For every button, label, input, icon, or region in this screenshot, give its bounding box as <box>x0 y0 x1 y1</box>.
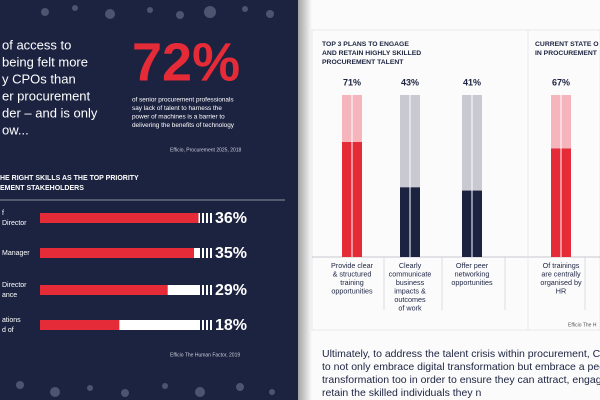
bar-value: 35% <box>215 245 247 262</box>
column-desc: training <box>340 278 364 287</box>
paragraph: transformation too in order to ensure th… <box>322 374 600 386</box>
stripes <box>200 248 212 258</box>
chart-title: IN PROCUREMENT <box>535 50 598 57</box>
column-value: 43% <box>401 77 419 87</box>
row-label: Manager <box>2 250 30 257</box>
column-desc: are centrally <box>541 269 581 278</box>
stat-text: delivering the benefits of technology <box>132 122 235 129</box>
column-desc: communicate <box>389 269 432 278</box>
track <box>119 320 212 330</box>
row-label: f <box>2 210 4 217</box>
bar-value: 29% <box>215 282 247 299</box>
column-gap <box>409 95 411 257</box>
intro-text: of access to <box>2 37 71 52</box>
paragraph: retain the skilled individuals they n <box>322 387 482 399</box>
bar <box>40 320 120 330</box>
section-title: EMENT STAKEHOLDERS <box>0 185 84 192</box>
gutter-shadow <box>298 0 312 400</box>
source: Efficio The Human Factor, 2019 <box>170 352 240 358</box>
column-desc: business <box>396 278 425 287</box>
row-label: Director <box>2 282 27 289</box>
stat-text: say lack of talent to harness the <box>132 105 222 112</box>
column-desc: Provide clear <box>331 261 374 270</box>
bar <box>40 285 168 295</box>
chart-panel <box>311 29 600 331</box>
column-value: 67% <box>552 77 570 87</box>
column-desc: impacts & <box>394 286 426 295</box>
row-label: d of <box>2 327 14 334</box>
stripes <box>200 320 212 330</box>
column-desc: & structured <box>333 269 372 278</box>
column-gap <box>351 95 353 257</box>
column-gap <box>560 95 562 257</box>
source: Efficio, Procurement 2025, 2018 <box>170 147 242 153</box>
intro-text: being felt more <box>2 54 88 69</box>
column-desc: organised by <box>540 278 582 287</box>
stripes <box>200 213 212 223</box>
column-desc: networking <box>455 269 490 278</box>
stat-text: of senior procurement professionals <box>132 97 234 104</box>
bar <box>40 248 194 258</box>
intro-text: er procurement <box>2 88 91 103</box>
bar-value: 36% <box>215 210 247 227</box>
column-desc: Clearly <box>399 261 422 270</box>
column-desc: outcomes <box>394 295 426 304</box>
chart-title: PROCUREMENT TALENT <box>322 59 404 66</box>
intro-text: der – and is only <box>2 105 98 120</box>
bar <box>40 213 199 223</box>
chart-title: TOP 3 PLANS TO ENGAGE <box>322 41 409 48</box>
column-desc: opportunities <box>451 278 493 287</box>
section-title: HE RIGHT SKILLS AS THE TOP PRIORITY <box>0 175 139 182</box>
intro-text: y CPOs than <box>2 71 76 86</box>
column-desc: opportunities <box>331 286 373 295</box>
row-label: ance <box>2 292 17 299</box>
chart-title: CURRENT STATE O <box>535 41 599 48</box>
bar-value: 18% <box>215 317 247 334</box>
paragraph: to not only embrace digital transformati… <box>322 361 600 373</box>
column-value: 71% <box>343 77 361 87</box>
intro-text: ow... <box>2 122 29 137</box>
stat-text: power of machines is a barrier to <box>132 114 225 121</box>
column-desc: HR <box>556 286 566 295</box>
column-value: 41% <box>463 77 481 87</box>
column-desc: Offer peer <box>456 261 489 270</box>
stat-value: 72% <box>132 32 240 92</box>
row-label: ations <box>2 317 21 324</box>
column-desc: of work <box>398 303 422 312</box>
column-desc: Of trainings <box>543 261 580 270</box>
dots <box>16 5 275 397</box>
track <box>167 285 212 295</box>
row-label: Director <box>2 220 27 227</box>
stripes <box>200 285 212 295</box>
column-gap <box>471 95 473 257</box>
source: Efficio The H <box>568 322 597 328</box>
chart-title: AND RETAIN HIGHLY SKILLED <box>322 50 421 57</box>
paragraph: Ultimately, to address the talent crisis… <box>322 348 600 360</box>
